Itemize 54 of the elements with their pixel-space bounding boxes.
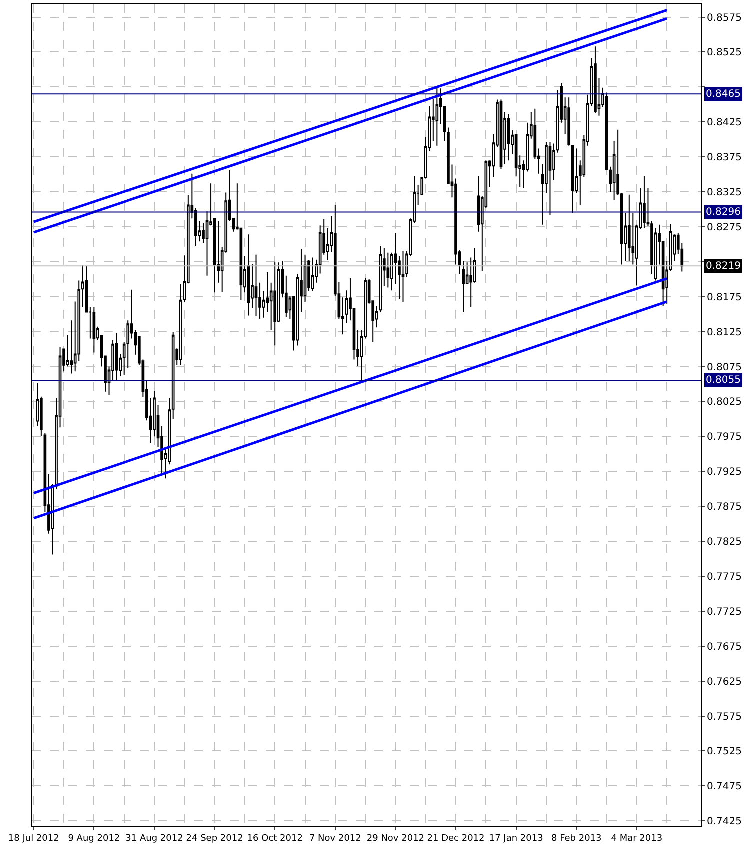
candlestick: [643, 175, 646, 229]
candlestick: [402, 250, 405, 303]
y-tick-label: 0.7425: [707, 816, 742, 828]
candlestick: [247, 234, 250, 316]
y-tick-label: 0.7525: [707, 746, 742, 758]
candlestick: [594, 46, 597, 114]
x-tick-label: 9 Aug 2012: [68, 834, 120, 844]
y-tick-label: 0.7475: [707, 782, 742, 793]
y-tick-label: 0.7775: [707, 572, 742, 583]
candlestick: [568, 97, 571, 146]
x-tick-label: 17 Jan 2013: [489, 834, 544, 844]
x-tick-label: 4 Mar 2013: [611, 834, 663, 844]
candlestick: [386, 252, 390, 288]
y-tick-label: 0.8275: [707, 222, 742, 234]
ref-line-label: 0.8296: [706, 207, 741, 218]
y-tick-label: 0.7575: [707, 712, 742, 723]
y-tick-label: 0.8375: [707, 152, 742, 164]
y-tick-label: 0.8075: [707, 362, 742, 374]
y-tick-label: 0.7725: [707, 606, 742, 618]
candlestick: [115, 332, 118, 381]
y-tick-label: 0.8125: [707, 327, 742, 338]
candlestick: [311, 257, 314, 292]
y-tick-label: 0.8525: [707, 48, 742, 59]
candlestick: [274, 261, 277, 346]
candlestick: [571, 145, 574, 214]
y-tick-label: 0.8025: [707, 397, 742, 408]
candlestick: [507, 114, 510, 162]
candlestick: [436, 87, 439, 146]
x-tick-label: 31 Aug 2012: [126, 834, 184, 844]
y-tick-label: 0.7875: [707, 502, 742, 514]
candlestick: [92, 306, 96, 354]
ref-line-label: 0.8055: [706, 375, 741, 386]
candlestick: [254, 254, 258, 317]
y-tick-label: 0.8575: [707, 12, 742, 24]
y-tick-label: 0.7675: [707, 642, 742, 653]
y-tick-label: 0.7975: [707, 432, 742, 444]
y-tick-label: 0.7925: [707, 467, 742, 478]
x-tick-label: 24 Sep 2012: [186, 834, 244, 844]
x-tick-label: 8 Feb 2013: [551, 834, 602, 844]
x-tick-label: 7 Nov 2012: [309, 834, 362, 844]
candlestick: [548, 142, 552, 216]
x-tick-label: 29 Nov 2012: [366, 834, 425, 844]
y-tick-label: 0.8425: [707, 118, 742, 129]
y-tick-label: 0.8175: [707, 292, 742, 304]
y-tick-label: 0.7825: [707, 537, 742, 548]
y-tick-label: 0.7625: [707, 676, 742, 688]
candlestick: [628, 194, 631, 262]
x-tick-label: 16 Oct 2012: [247, 834, 303, 844]
ref-line-label: 0.8465: [706, 89, 741, 100]
y-tick-label: 0.8325: [707, 188, 742, 199]
x-tick-label: 21 Dec 2012: [427, 834, 485, 844]
candlestick: [669, 224, 672, 272]
ref-line-label: 0.8219: [706, 261, 741, 272]
x-tick-label: 18 Jul 2012: [8, 834, 60, 844]
